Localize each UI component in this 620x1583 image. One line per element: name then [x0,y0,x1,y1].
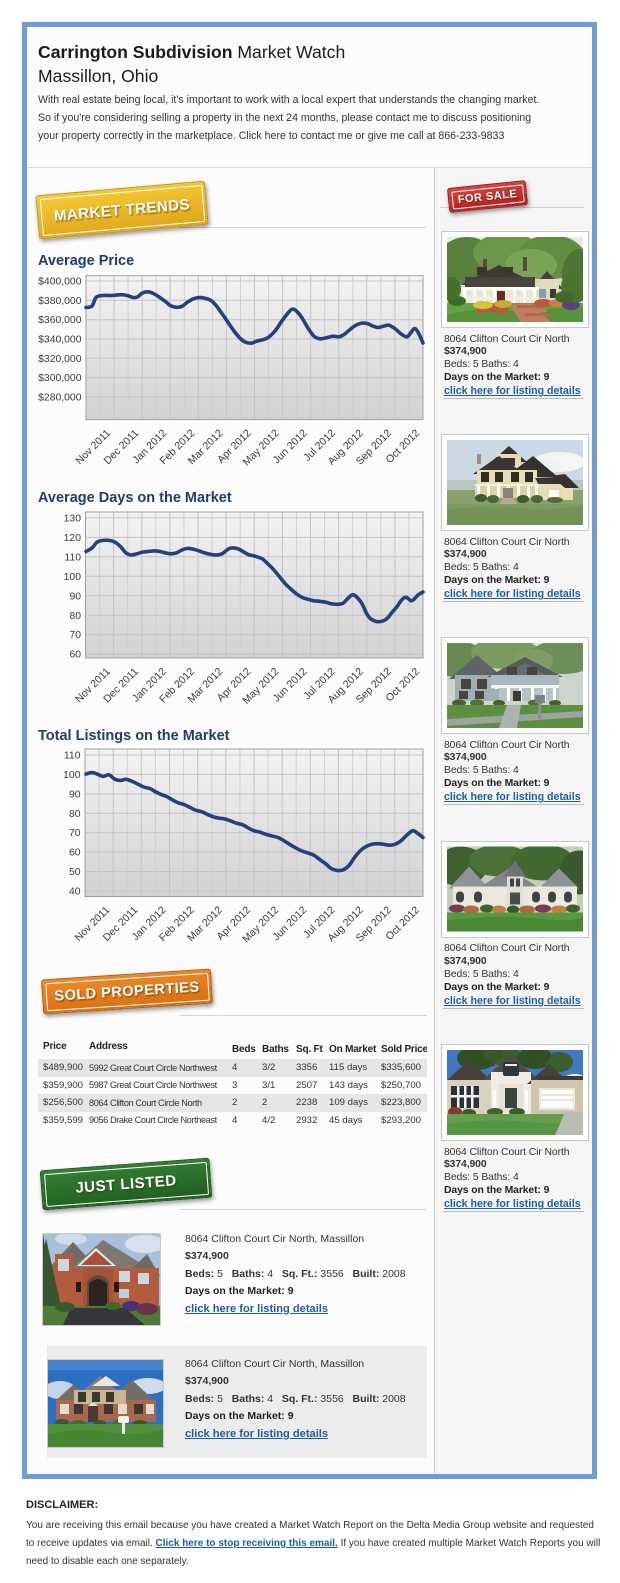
svg-text:$320,000: $320,000 [38,354,82,365]
svg-text:$360,000: $360,000 [38,315,82,326]
svg-text:60: 60 [69,848,81,859]
svg-text:100: 100 [63,770,81,781]
svg-text:$400,000: $400,000 [38,277,82,288]
svg-text:40: 40 [69,887,81,898]
svg-text:$280,000: $280,000 [38,393,82,404]
svg-text:100: 100 [64,572,82,583]
svg-text:$380,000: $380,000 [38,296,82,307]
svg-text:110: 110 [64,751,81,762]
svg-text:80: 80 [69,611,81,622]
svg-text:50: 50 [69,867,81,878]
svg-text:$300,000: $300,000 [38,373,82,384]
svg-text:80: 80 [69,809,81,820]
svg-text:90: 90 [69,591,81,602]
svg-text:130: 130 [64,513,82,524]
svg-text:110: 110 [64,552,81,563]
svg-text:70: 70 [69,828,81,839]
svg-text:$340,000: $340,000 [38,335,82,346]
svg-text:120: 120 [64,533,82,544]
svg-text:90: 90 [69,789,81,800]
svg-text:60: 60 [69,650,81,661]
svg-text:70: 70 [69,630,81,641]
